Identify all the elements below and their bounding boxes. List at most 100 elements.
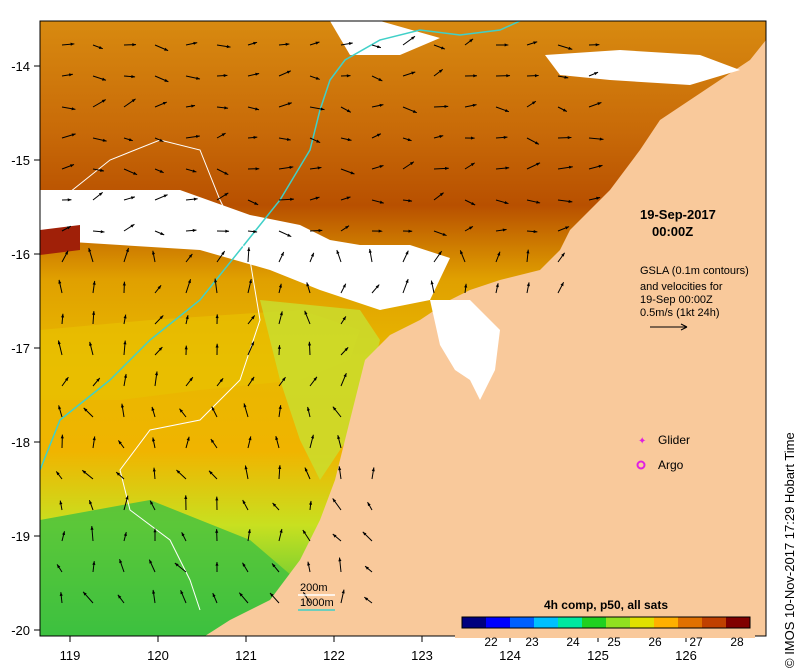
velocity-arrowhead xyxy=(159,138,164,142)
velocity-arrowhead xyxy=(149,559,153,564)
velocity-arrowhead xyxy=(411,71,416,75)
colorbar-swatch xyxy=(534,617,559,628)
y-tick-label: -18 xyxy=(11,435,30,450)
velocity-arrowhead xyxy=(469,38,474,43)
velocity-arrowhead xyxy=(405,279,409,284)
velocity-arrowhead xyxy=(286,70,291,74)
velocity-arrowhead xyxy=(215,496,219,501)
y-tick-label: -17 xyxy=(11,341,30,356)
velocity-arrowhead xyxy=(192,228,197,232)
velocity-arrowhead xyxy=(338,466,342,471)
velocity-arrowhead xyxy=(209,470,213,475)
velocity-arrowhead xyxy=(123,373,128,378)
velocity-arrowhead xyxy=(285,42,290,46)
cloud-patch xyxy=(545,50,740,85)
velocity-arrowhead xyxy=(407,138,412,142)
velocity-arrowhead xyxy=(185,315,189,320)
velocity-arrowhead xyxy=(180,590,184,595)
velocity-arrowhead xyxy=(131,98,136,103)
y-tick-label: -15 xyxy=(11,153,30,168)
velocity-arrowhead xyxy=(242,499,246,504)
velocity-arrowhead xyxy=(102,138,107,142)
product-line-4: 0.5m/s (1kt 24h) xyxy=(640,307,719,319)
y-axis: -14 -15 -16 -17 -18 -19 -20 xyxy=(11,59,40,638)
colorbar-tick-label: 22 xyxy=(484,635,498,649)
velocity-arrowhead xyxy=(564,75,569,79)
velocity-arrowhead xyxy=(460,250,464,255)
velocity-arrowhead xyxy=(411,36,416,40)
velocity-arrowhead xyxy=(504,43,509,47)
velocity-arrowhead xyxy=(191,104,196,108)
velocity-arrowhead xyxy=(307,341,312,346)
velocity-arrowhead xyxy=(70,42,75,46)
velocity-arrowhead xyxy=(442,232,447,236)
velocity-arrowhead xyxy=(536,162,541,166)
x-tick-label: 126 xyxy=(675,648,697,663)
velocity-arrowhead xyxy=(224,171,229,175)
velocity-arrowhead xyxy=(66,226,71,230)
velocity-arrowhead xyxy=(251,315,255,320)
velocity-arrowhead xyxy=(332,498,337,503)
colorbar-swatch xyxy=(486,617,511,628)
velocity-arrowhead xyxy=(98,192,103,196)
velocity-arrowhead xyxy=(337,435,341,440)
velocity-arrowhead xyxy=(92,280,96,285)
argo-label: Argo xyxy=(658,458,684,472)
velocity-arrowhead xyxy=(253,135,258,140)
velocity-arrowhead xyxy=(280,251,284,256)
colorbar-swatch xyxy=(510,617,535,628)
velocity-arrowhead xyxy=(193,41,198,45)
velocity-arrowhead xyxy=(279,311,283,316)
velocity-arrowhead xyxy=(163,194,168,198)
time-label: 00:00Z xyxy=(652,224,693,239)
velocity-arrowhead xyxy=(533,41,538,45)
velocity-arrowhead xyxy=(184,495,188,500)
velocity-arrowhead xyxy=(151,406,155,411)
velocity-arrowhead xyxy=(154,371,159,376)
velocity-arrowhead xyxy=(71,107,76,111)
velocity-arrowhead xyxy=(193,197,198,201)
velocity-arrowhead xyxy=(174,562,179,567)
velocity-arrowhead xyxy=(89,341,93,346)
velocity-arrowhead xyxy=(92,436,96,441)
velocity-arrowhead xyxy=(272,563,276,568)
velocity-arrowhead xyxy=(57,564,61,569)
velocity-arrowhead xyxy=(215,343,219,348)
velocity-arrowhead xyxy=(379,165,384,169)
velocity-arrowhead xyxy=(152,437,156,442)
velocity-arrowhead xyxy=(342,283,346,288)
y-tick-label: -16 xyxy=(11,247,30,262)
velocity-arrowhead xyxy=(68,73,73,77)
velocity-arrowhead xyxy=(378,77,383,81)
product-line-2: and velocities for xyxy=(640,281,723,293)
velocity-arrowhead xyxy=(310,252,314,257)
colorbar-swatch xyxy=(654,617,679,628)
velocity-arrowhead xyxy=(342,316,346,321)
velocity-arrowhead xyxy=(247,247,251,252)
colorbar-tick-label: 28 xyxy=(730,635,744,649)
colorbar-swatch xyxy=(630,617,655,628)
velocity-arrowhead xyxy=(568,46,573,50)
velocity-arrowhead xyxy=(565,226,570,230)
velocity-arrowhead xyxy=(346,196,351,200)
velocity-arrowhead xyxy=(150,500,154,505)
velocity-arrowhead xyxy=(255,107,260,111)
velocity-arrowhead xyxy=(212,593,216,598)
velocity-arrowhead xyxy=(306,282,310,287)
velocity-arrows xyxy=(55,35,604,604)
velocity-arrowhead xyxy=(159,169,164,173)
velocity-arrowhead xyxy=(162,102,167,105)
velocity-arrowhead xyxy=(248,436,252,441)
velocity-arrowhead xyxy=(219,378,224,383)
velocity-arrowhead xyxy=(306,406,310,411)
colorbar-ticks: 22 23 24 25 26 27 28 xyxy=(484,635,744,649)
velocity-arrowhead xyxy=(225,229,230,233)
velocity-arrowhead xyxy=(290,197,294,201)
velocity-arrowhead xyxy=(61,313,65,318)
x-tick-label: 125 xyxy=(587,648,609,663)
velocity-arrowhead xyxy=(101,99,106,103)
velocity-arrowhead xyxy=(318,229,323,233)
colorbar-swatch xyxy=(702,617,727,628)
velocity-arrowhead xyxy=(59,592,63,597)
velocity-arrowhead xyxy=(350,171,355,175)
